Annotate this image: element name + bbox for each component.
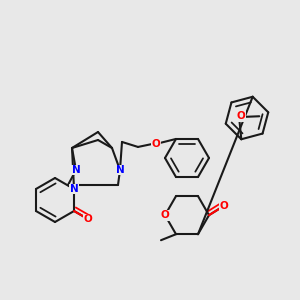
- Text: O: O: [236, 111, 245, 121]
- Text: O: O: [152, 139, 160, 149]
- Text: N: N: [116, 165, 124, 175]
- Text: O: O: [160, 210, 169, 220]
- Text: N: N: [72, 165, 80, 175]
- Text: O: O: [83, 214, 92, 224]
- Text: O: O: [219, 201, 228, 211]
- Text: N: N: [70, 184, 78, 194]
